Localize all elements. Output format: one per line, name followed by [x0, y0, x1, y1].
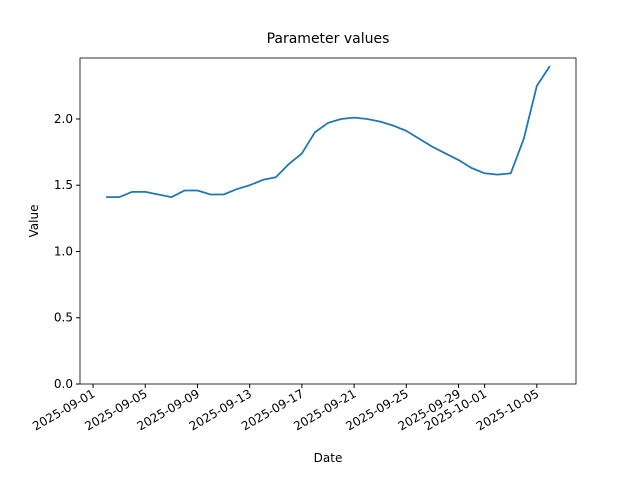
y-tick-label: 2.0 — [54, 112, 73, 126]
y-tick-label: 0.5 — [54, 311, 73, 325]
y-tick-label: 1.5 — [54, 178, 73, 192]
plot-frame — [79, 57, 577, 385]
chart-title: Parameter values — [267, 31, 390, 47]
y-tick-label: 0.0 — [54, 377, 73, 391]
data-line — [106, 65, 551, 199]
y-axis-label: Value — [27, 205, 41, 238]
y-tick-label: 1.0 — [54, 244, 73, 258]
x-axis-label: Date — [314, 451, 343, 465]
